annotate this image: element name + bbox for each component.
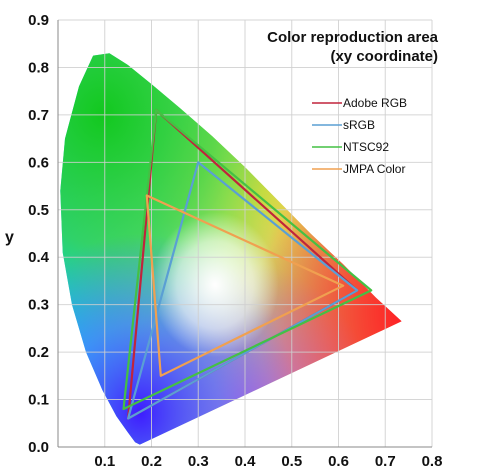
x-tick-label: 0.1 xyxy=(94,453,115,470)
y-tick-label: 0.4 xyxy=(28,249,50,266)
legend-label: sRGB xyxy=(343,118,375,132)
y-tick-label: 0.9 xyxy=(28,12,49,29)
y-axis-label: y xyxy=(5,229,14,246)
x-tick-label: 0.4 xyxy=(235,453,257,470)
y-tick-label: 0.8 xyxy=(28,59,49,76)
y-tick-label: 0.2 xyxy=(28,344,49,361)
legend-label: JMPA Color xyxy=(343,162,405,176)
y-tick-label: 0.0 xyxy=(28,439,49,456)
x-tick-label: 0.3 xyxy=(188,453,209,470)
legend-label: NTSC92 xyxy=(343,140,389,154)
title-line-1: Color reproduction area xyxy=(267,29,439,46)
y-tick-label: 0.3 xyxy=(28,297,49,314)
x-tick-label: 0.8 xyxy=(422,453,443,470)
legend: Adobe RGB sRGB NTSC92 JMPA Color xyxy=(312,96,407,176)
legend-label: Adobe RGB xyxy=(343,96,407,110)
x-tick-label: 0.6 xyxy=(328,453,349,470)
x-tick-label: 0.5 xyxy=(281,453,302,470)
y-tick-label: 0.6 xyxy=(28,154,49,171)
series-triangle-jmpa-color xyxy=(145,194,345,377)
chart-title: Color reproduction area (xy coordinate) xyxy=(267,29,439,65)
y-tick-label: 0.7 xyxy=(28,107,49,124)
series-triangle-srgb xyxy=(127,161,359,420)
title-line-2: (xy coordinate) xyxy=(330,48,438,65)
series-triangle-ntsc92 xyxy=(122,108,373,411)
y-tick-label: 0.1 xyxy=(28,392,49,409)
y-tick-label: 0.5 xyxy=(28,202,49,219)
gamut-triangles xyxy=(122,108,373,420)
x-tick-labels: 0.1 0.2 0.3 0.4 0.5 0.6 0.7 0.8 xyxy=(94,453,442,470)
x-tick-label: 0.7 xyxy=(375,453,396,470)
x-tick-label: 0.2 xyxy=(141,453,162,470)
y-tick-labels: 0.0 0.1 0.2 0.3 0.4 0.5 0.6 0.7 0.8 0.9 xyxy=(28,12,50,456)
